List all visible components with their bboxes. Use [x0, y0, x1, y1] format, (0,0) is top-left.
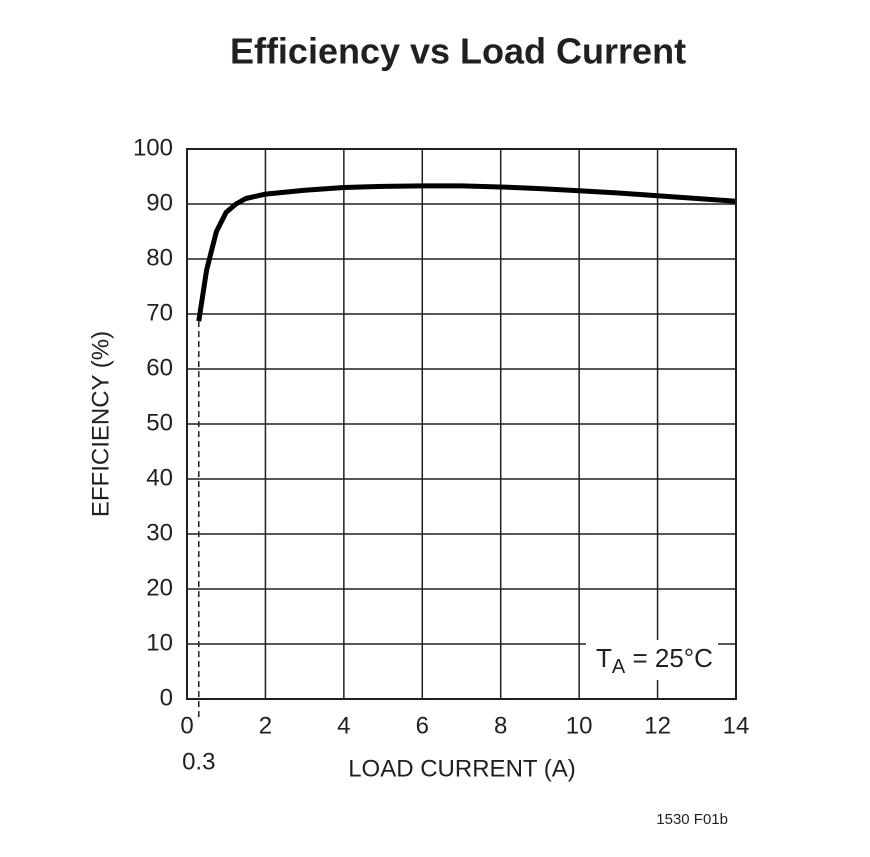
annotation-part: A	[612, 656, 626, 678]
x-tick-label: 6	[416, 712, 429, 739]
y-axis-label: EFFICIENCY (%)	[87, 331, 114, 517]
annotation-part: = 25°C	[625, 643, 713, 673]
y-tick-label: 100	[133, 134, 173, 161]
y-tick-label: 40	[146, 464, 173, 491]
data-line	[196, 183, 737, 322]
annotation-background	[586, 640, 718, 680]
marker-label: 0.3	[182, 748, 215, 775]
x-tick-label: 8	[494, 712, 507, 739]
x-tick-label: 4	[337, 712, 350, 739]
y-tick-label: 70	[146, 299, 173, 326]
y-tick-label: 0	[160, 684, 173, 711]
y-tick-label: 50	[146, 409, 173, 436]
y-tick-label: 60	[146, 354, 173, 381]
y-tick-label: 10	[146, 629, 173, 656]
y-tick-label: 20	[146, 574, 173, 601]
y-tick-label: 80	[146, 244, 173, 271]
chart-title: Efficiency vs Load Current	[230, 31, 686, 72]
annotation: TA = 25°C	[596, 643, 713, 678]
x-tick-label: 0	[180, 712, 193, 739]
annotation-part: T	[596, 643, 612, 673]
x-tick-label: 10	[566, 712, 593, 739]
x-tick-label: 2	[259, 712, 272, 739]
footnote: 1530 F01b	[656, 811, 728, 828]
y-tick-label: 90	[146, 189, 173, 216]
y-tick-label: 30	[146, 519, 173, 546]
x-tick-label: 12	[644, 712, 671, 739]
plot-border	[186, 148, 737, 700]
x-axis-label: LOAD CURRENT (A)	[348, 755, 576, 782]
x-tick-label: 14	[723, 712, 750, 739]
